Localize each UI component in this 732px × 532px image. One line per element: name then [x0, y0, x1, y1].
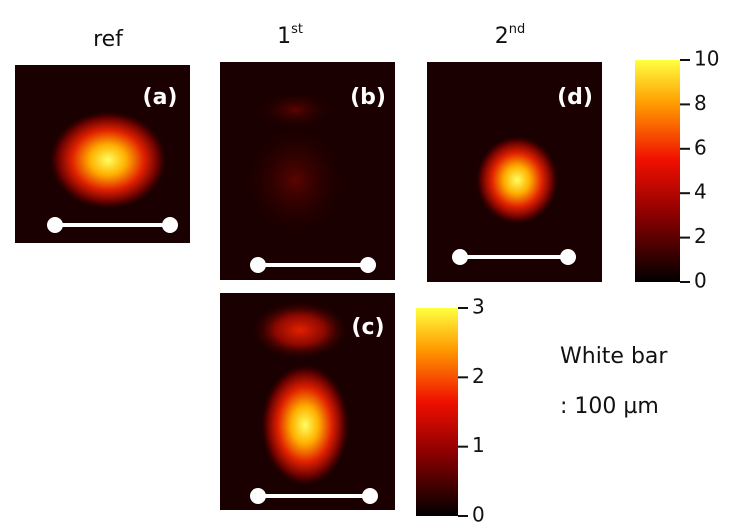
colorbar [416, 308, 458, 516]
colorbar-tick-label: 1 [472, 433, 485, 457]
colorbar-tick-label: 4 [694, 180, 707, 204]
header-base: 2 [495, 24, 509, 49]
header-sup: nd [509, 22, 526, 37]
note-line: White bar [560, 344, 668, 369]
colorbar-tick-label: 3 [472, 295, 485, 319]
header: ref [93, 27, 124, 52]
colorbar-tick-label: 10 [694, 47, 719, 71]
note: White bar : 100 µm [560, 344, 668, 419]
figure: ref 1st 2nd (a) (b) (d) (c) White bar : … [0, 0, 732, 532]
colorbar-tick-label: 0 [694, 269, 707, 293]
panel-label: (d) [557, 85, 593, 110]
header: 1st [277, 22, 303, 50]
panel-label: (a) [143, 85, 178, 110]
colorbar-tick-label: 2 [694, 224, 707, 248]
note-line: : 100 µm [560, 394, 659, 419]
panel-a: (a) [15, 65, 190, 243]
colorbar-tick-label: 8 [694, 91, 707, 115]
headers: ref 1st 2nd [93, 22, 525, 53]
colorbar-tick-label: 0 [472, 503, 485, 527]
panel-d: (d) [427, 62, 602, 282]
header: 2nd [495, 22, 526, 50]
panel-label: (b) [350, 85, 386, 110]
header-base: 1 [277, 24, 291, 49]
panel-c: (c) [220, 293, 395, 510]
panel-label: (c) [351, 315, 384, 340]
colorbar [635, 60, 680, 282]
header-sup: st [291, 22, 303, 37]
colorbar-tick-label: 6 [694, 135, 707, 159]
panel-b: (b) [220, 62, 395, 280]
colorbar-tick-label: 2 [472, 364, 485, 388]
